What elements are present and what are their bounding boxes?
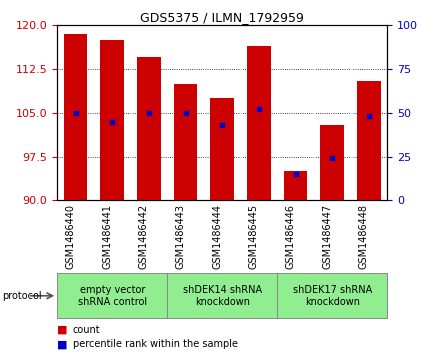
FancyBboxPatch shape xyxy=(57,273,167,318)
Text: shDEK14 shRNA
knockdown: shDEK14 shRNA knockdown xyxy=(183,285,262,307)
Text: ■: ■ xyxy=(57,325,68,335)
FancyBboxPatch shape xyxy=(277,273,387,318)
FancyBboxPatch shape xyxy=(167,273,277,318)
Text: ■: ■ xyxy=(57,339,68,349)
Text: GSM1486440: GSM1486440 xyxy=(66,204,76,269)
Text: GSM1486441: GSM1486441 xyxy=(102,204,112,269)
Text: GSM1486447: GSM1486447 xyxy=(322,204,332,269)
Bar xyxy=(210,98,234,200)
Bar xyxy=(100,40,124,200)
Text: GSM1486442: GSM1486442 xyxy=(139,204,149,269)
Text: GSM1486444: GSM1486444 xyxy=(212,204,222,269)
Text: GSM1486448: GSM1486448 xyxy=(359,204,369,269)
Bar xyxy=(284,171,308,200)
Text: GSM1486445: GSM1486445 xyxy=(249,204,259,269)
Bar xyxy=(174,84,198,200)
Text: GSM1486446: GSM1486446 xyxy=(286,204,296,269)
Bar xyxy=(137,57,161,200)
Text: count: count xyxy=(73,325,100,335)
Bar xyxy=(320,125,344,200)
Bar xyxy=(357,81,381,200)
Text: empty vector
shRNA control: empty vector shRNA control xyxy=(77,285,147,307)
Text: GSM1486443: GSM1486443 xyxy=(176,204,186,269)
Text: protocol: protocol xyxy=(2,291,42,301)
Title: GDS5375 / ILMN_1792959: GDS5375 / ILMN_1792959 xyxy=(140,11,304,24)
Text: percentile rank within the sample: percentile rank within the sample xyxy=(73,339,238,349)
Text: shDEK17 shRNA
knockdown: shDEK17 shRNA knockdown xyxy=(293,285,372,307)
Bar xyxy=(64,34,88,200)
Bar xyxy=(247,46,271,200)
